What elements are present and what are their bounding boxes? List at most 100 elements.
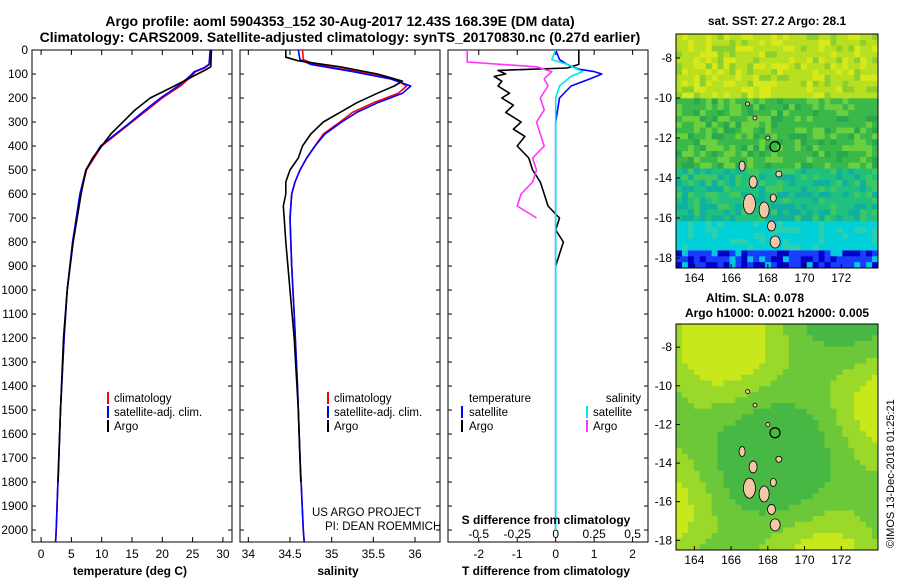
map-cell — [771, 180, 778, 187]
map-cell — [830, 104, 837, 111]
map-cell — [848, 329, 855, 336]
map-cell — [866, 414, 873, 421]
map-cell — [747, 521, 754, 528]
map-cell — [860, 203, 867, 210]
map-cell — [753, 203, 760, 210]
map-cell — [860, 209, 867, 216]
map-cell — [676, 57, 683, 64]
map-cell — [824, 133, 831, 140]
map-cell — [729, 34, 736, 41]
map-cell — [818, 397, 826, 404]
map-cell — [812, 86, 820, 93]
map-cell — [830, 63, 837, 70]
map-cell — [866, 156, 873, 164]
map-cell — [759, 69, 766, 76]
map-cell — [800, 92, 808, 99]
map-cell — [711, 369, 719, 376]
map-cell — [711, 442, 719, 449]
map-cell — [693, 174, 701, 181]
map-cell — [782, 453, 790, 461]
map-cell — [705, 420, 713, 427]
map-cell — [842, 527, 849, 534]
map-cell — [747, 374, 754, 381]
map-cell — [717, 180, 725, 187]
map-cell — [812, 437, 820, 444]
map-cell — [782, 180, 790, 187]
map-cell — [765, 86, 772, 93]
map-cell — [699, 533, 707, 540]
map-cell — [741, 51, 748, 58]
map-cell — [848, 162, 855, 170]
map-cell — [711, 397, 719, 404]
map-cell — [812, 442, 820, 449]
map-cell — [806, 538, 814, 545]
map-cell — [681, 104, 689, 111]
map-cell — [794, 374, 802, 381]
map-cell — [741, 156, 748, 164]
map-cell — [693, 238, 701, 246]
map-cell — [705, 414, 713, 421]
map-cell — [753, 352, 760, 359]
map-cell — [794, 203, 802, 210]
map-cell — [681, 203, 689, 210]
map-cell — [771, 465, 778, 472]
map-cell — [824, 324, 831, 331]
map-cell — [836, 186, 843, 193]
map-cell — [676, 98, 683, 105]
map-cell — [747, 470, 754, 478]
map-cell — [800, 369, 808, 376]
island-shape — [752, 115, 758, 121]
temperature-line-climatology — [54, 50, 212, 542]
map-cell — [836, 238, 843, 246]
map-cell — [759, 538, 766, 545]
map-cell — [848, 127, 855, 134]
map-cell — [747, 403, 754, 410]
map-cell — [753, 262, 760, 268]
map-cell — [788, 425, 796, 432]
map-cell — [800, 69, 808, 76]
map-cell — [771, 215, 778, 222]
map-cell — [854, 63, 861, 70]
map-cell — [842, 232, 849, 240]
map-cell — [806, 215, 814, 222]
map-cell — [824, 533, 831, 540]
map-cell — [872, 69, 878, 76]
map-cell — [806, 499, 814, 506]
map-cell — [723, 250, 730, 257]
map-cell — [717, 209, 725, 216]
map-cell — [735, 504, 742, 511]
map-cell — [794, 499, 802, 506]
map-cell — [765, 191, 772, 199]
map-cell — [759, 139, 766, 146]
map-cell — [866, 380, 873, 387]
map-cell — [771, 86, 778, 93]
map-cell — [866, 340, 873, 348]
map-cell — [812, 380, 820, 387]
map-cell — [842, 227, 849, 234]
map-cell — [794, 408, 802, 415]
map-cell — [854, 110, 861, 117]
map-cell — [812, 221, 820, 228]
island-shape — [743, 193, 756, 215]
map-cell — [800, 197, 808, 205]
map-cell — [711, 437, 719, 444]
map-cell — [753, 63, 760, 70]
map-cell — [866, 39, 873, 47]
map-cell — [711, 186, 719, 193]
map-cell — [854, 227, 861, 234]
depth-tick-label: 1400 — [1, 379, 28, 393]
map-cell — [824, 162, 831, 170]
map-cell — [830, 346, 837, 353]
map-cell — [788, 250, 796, 257]
map-cell — [854, 197, 861, 205]
map-cell — [818, 174, 826, 181]
map-cell — [794, 39, 802, 47]
map-cell — [717, 346, 725, 353]
map-cell — [765, 369, 772, 376]
map-cell — [717, 408, 725, 415]
map-cell — [765, 403, 772, 410]
island-shape — [738, 446, 746, 457]
map-cell — [741, 374, 748, 381]
map-cell — [854, 476, 861, 483]
map-cell — [860, 191, 867, 199]
